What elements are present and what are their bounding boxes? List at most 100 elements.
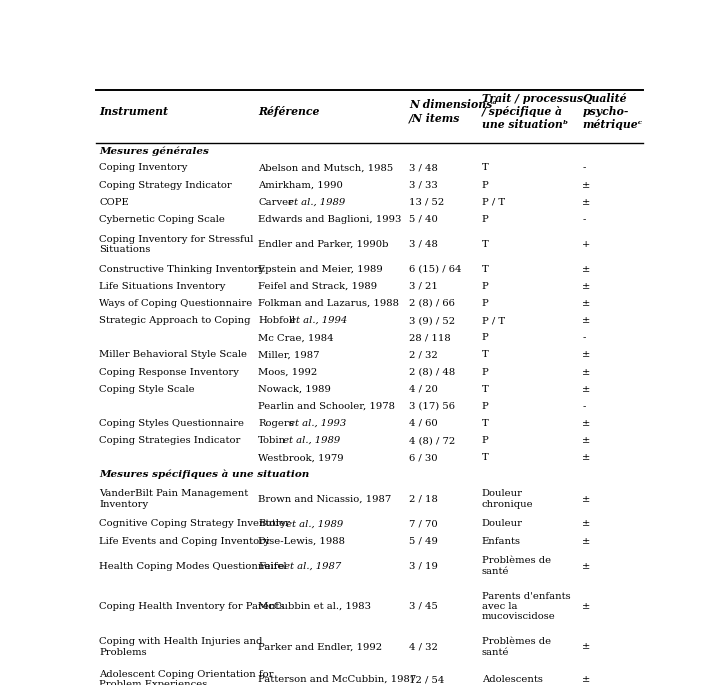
- Text: ±: ±: [583, 368, 590, 377]
- Text: -: -: [583, 334, 585, 342]
- Text: Patterson and McCubbin, 1987: Patterson and McCubbin, 1987: [258, 675, 417, 684]
- Text: Enfants: Enfants: [482, 536, 521, 545]
- Text: P: P: [482, 368, 489, 377]
- Text: Epstein and Meier, 1989: Epstein and Meier, 1989: [258, 264, 383, 274]
- Text: 4 (8) / 72: 4 (8) / 72: [410, 436, 456, 445]
- Text: Hobfoll: Hobfoll: [258, 316, 296, 325]
- Text: COPE: COPE: [99, 198, 129, 207]
- Text: ±: ±: [583, 675, 590, 684]
- Text: T: T: [482, 385, 489, 394]
- Text: Cognitive Coping Strategy Inventory: Cognitive Coping Strategy Inventory: [99, 519, 286, 528]
- Text: ±: ±: [583, 264, 590, 274]
- Text: Folkman and Lazarus, 1988: Folkman and Lazarus, 1988: [258, 299, 399, 308]
- Text: Instrument: Instrument: [99, 105, 168, 116]
- Text: Coping Inventory for Stressful
Situations: Coping Inventory for Stressful Situation…: [99, 234, 254, 254]
- Text: 3 / 48: 3 / 48: [410, 240, 438, 249]
- Text: 28 / 118: 28 / 118: [410, 334, 451, 342]
- Text: T: T: [482, 453, 489, 462]
- Text: Miller, 1987: Miller, 1987: [258, 351, 320, 360]
- Text: Mc Crae, 1984: Mc Crae, 1984: [258, 334, 334, 342]
- Text: T: T: [482, 419, 489, 428]
- Text: Coping Strategies Indicator: Coping Strategies Indicator: [99, 436, 240, 445]
- Text: ±: ±: [583, 536, 590, 545]
- Text: Coping Strategy Indicator: Coping Strategy Indicator: [99, 181, 232, 190]
- Text: Coping Health Inventory for Parents: Coping Health Inventory for Parents: [99, 602, 285, 611]
- Text: Parents d'enfants
avec la
mucoviscidose: Parents d'enfants avec la mucoviscidose: [482, 592, 570, 621]
- Text: P / T: P / T: [482, 316, 505, 325]
- Text: P: P: [482, 215, 489, 224]
- Text: Problèmes de
santé: Problèmes de santé: [482, 556, 551, 575]
- Text: Strategic Approach to Coping: Strategic Approach to Coping: [99, 316, 251, 325]
- Text: P / T: P / T: [482, 198, 505, 207]
- Text: Life Events and Coping Inventory: Life Events and Coping Inventory: [99, 536, 270, 545]
- Text: et al., 1989: et al., 1989: [280, 436, 340, 445]
- Text: 4 / 60: 4 / 60: [410, 419, 438, 428]
- Text: Coping Response Inventory: Coping Response Inventory: [99, 368, 239, 377]
- Text: 3 / 19: 3 / 19: [410, 562, 438, 571]
- Text: P: P: [482, 334, 489, 342]
- Text: Dise-Lewis, 1988: Dise-Lewis, 1988: [258, 536, 345, 545]
- Text: VanderBilt Pain Management
Inventory: VanderBilt Pain Management Inventory: [99, 489, 248, 509]
- Text: 2 (8) / 66: 2 (8) / 66: [410, 299, 455, 308]
- Text: Carver: Carver: [258, 198, 293, 207]
- Text: Miller Behavioral Style Scale: Miller Behavioral Style Scale: [99, 351, 247, 360]
- Text: Mesures générales: Mesures générales: [99, 147, 209, 156]
- Text: -: -: [583, 215, 585, 224]
- Text: Abelson and Mutsch, 1985: Abelson and Mutsch, 1985: [258, 164, 394, 173]
- Text: Mesures spécifiques à une situation: Mesures spécifiques à une situation: [99, 470, 309, 479]
- Text: +: +: [583, 240, 590, 249]
- Text: P: P: [482, 402, 489, 411]
- Text: Adolescent Coping Orientation for
Problem Experiences: Adolescent Coping Orientation for Proble…: [99, 670, 273, 685]
- Text: Constructive Thinking Inventory: Constructive Thinking Inventory: [99, 264, 265, 274]
- Text: McCubbin et al., 1983: McCubbin et al., 1983: [258, 602, 371, 611]
- Text: 2 / 32: 2 / 32: [410, 351, 438, 360]
- Text: Douleur: Douleur: [482, 519, 523, 528]
- Text: ±: ±: [583, 181, 590, 190]
- Text: T: T: [482, 351, 489, 360]
- Text: Problèmes de
santé: Problèmes de santé: [482, 637, 551, 657]
- Text: Référence: Référence: [258, 105, 319, 116]
- Text: ±: ±: [583, 453, 590, 462]
- Text: Brown and Nicassio, 1987: Brown and Nicassio, 1987: [258, 495, 392, 503]
- Text: Coping with Health Injuries and
Problems: Coping with Health Injuries and Problems: [99, 637, 262, 657]
- Text: Trait / processus
/ spécifique à
une situationᵇ: Trait / processus / spécifique à une sit…: [482, 93, 583, 129]
- Text: 5 / 40: 5 / 40: [410, 215, 438, 224]
- Text: Adolescents: Adolescents: [482, 675, 543, 684]
- Text: T: T: [482, 240, 489, 249]
- Text: 2 (8) / 48: 2 (8) / 48: [410, 368, 456, 377]
- Text: Feifel and Strack, 1989: Feifel and Strack, 1989: [258, 282, 377, 291]
- Text: et al., 1987: et al., 1987: [280, 562, 341, 571]
- Text: N dimensionsᵃ
/N items: N dimensionsᵃ /N items: [410, 99, 497, 123]
- Text: ±: ±: [583, 316, 590, 325]
- Text: 6 (15) / 64: 6 (15) / 64: [410, 264, 461, 274]
- Text: P: P: [482, 181, 489, 190]
- Text: Coping Style Scale: Coping Style Scale: [99, 385, 195, 394]
- Text: ±: ±: [583, 562, 590, 571]
- Text: ±: ±: [583, 419, 590, 428]
- Text: Butler: Butler: [258, 519, 290, 528]
- Text: Tobin: Tobin: [258, 436, 286, 445]
- Text: ±: ±: [583, 643, 590, 651]
- Text: 2 / 18: 2 / 18: [410, 495, 438, 503]
- Text: ±: ±: [583, 299, 590, 308]
- Text: Feifel: Feifel: [258, 562, 287, 571]
- Text: et al., 1989: et al., 1989: [283, 519, 343, 528]
- Text: 3 / 45: 3 / 45: [410, 602, 438, 611]
- Text: Moos, 1992: Moos, 1992: [258, 368, 317, 377]
- Text: Rogers: Rogers: [258, 419, 294, 428]
- Text: ±: ±: [583, 519, 590, 528]
- Text: 7 / 70: 7 / 70: [410, 519, 438, 528]
- Text: 3 (9) / 52: 3 (9) / 52: [410, 316, 455, 325]
- Text: Coping Inventory: Coping Inventory: [99, 164, 187, 173]
- Text: et al., 1993: et al., 1993: [286, 419, 346, 428]
- Text: Coping Styles Questionnaire: Coping Styles Questionnaire: [99, 419, 244, 428]
- Text: 4 / 32: 4 / 32: [410, 643, 438, 651]
- Text: Qualité
psycho-
métriqueᶜ: Qualité psycho- métriqueᶜ: [583, 93, 642, 129]
- Text: -: -: [583, 164, 585, 173]
- Text: ±: ±: [583, 385, 590, 394]
- Text: 3 / 21: 3 / 21: [410, 282, 438, 291]
- Text: Amirkham, 1990: Amirkham, 1990: [258, 181, 343, 190]
- Text: et al., 1994: et al., 1994: [287, 316, 348, 325]
- Text: T: T: [482, 264, 489, 274]
- Text: 3 (17) 56: 3 (17) 56: [410, 402, 455, 411]
